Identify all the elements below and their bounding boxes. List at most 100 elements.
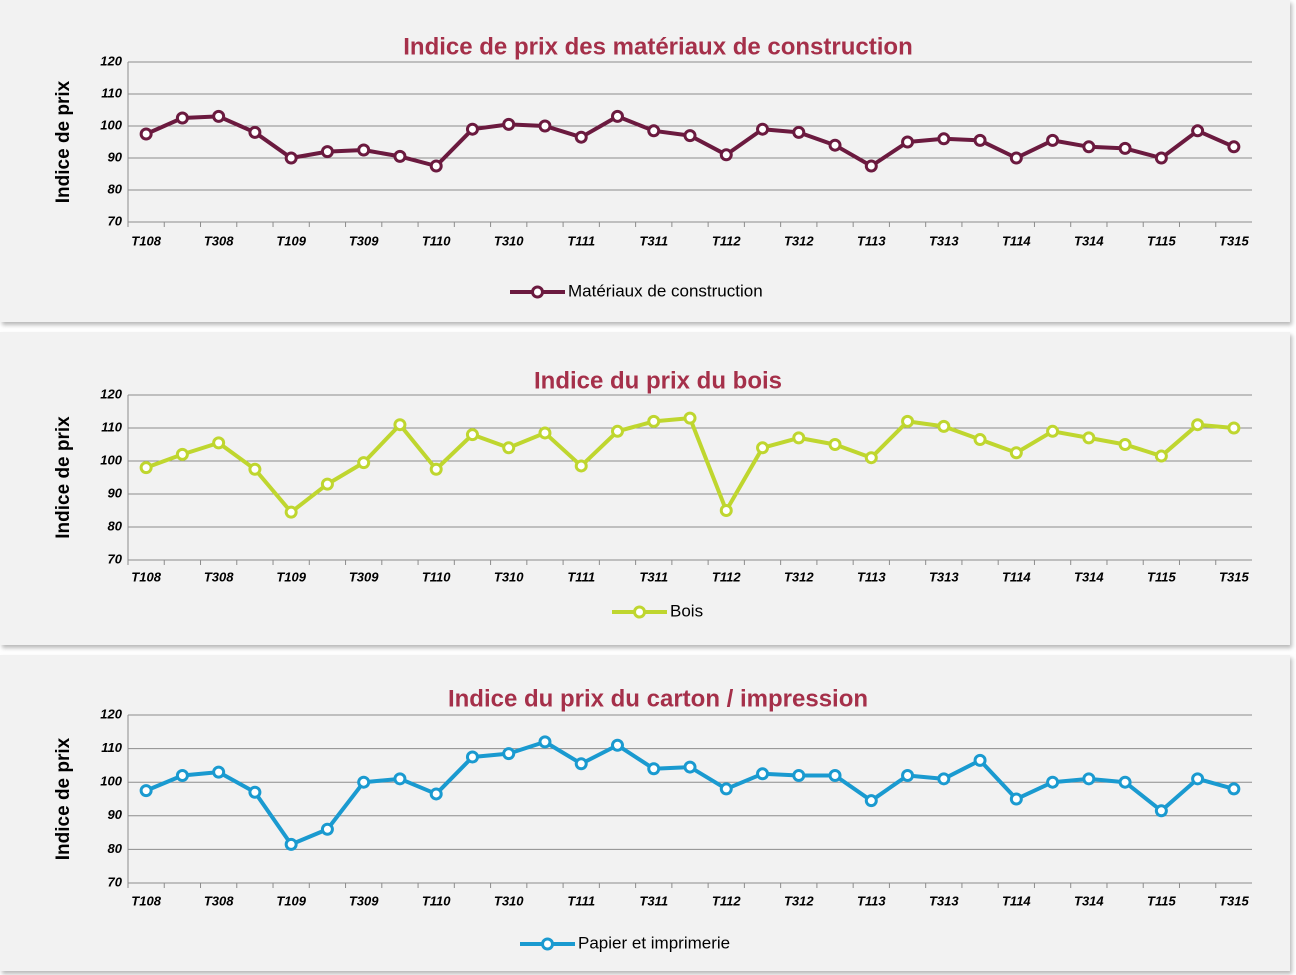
y-tick-label: 120 (100, 386, 122, 401)
x-tick-label: T315 (1219, 893, 1249, 908)
point (139, 784, 153, 798)
point (610, 738, 624, 752)
point (1082, 140, 1096, 154)
point (284, 505, 298, 519)
x-tick-label: T311 (639, 893, 668, 908)
point (357, 143, 371, 157)
point (756, 441, 770, 455)
point (792, 768, 806, 782)
point (1191, 124, 1205, 138)
point (1009, 446, 1023, 460)
x-tick-label: T311 (639, 233, 668, 248)
x-tick-label: T308 (204, 569, 234, 584)
point (647, 414, 661, 428)
y-tick-label: 90 (108, 485, 123, 500)
point (574, 459, 588, 473)
point (175, 768, 189, 782)
panel (0, 655, 1290, 971)
y-axis-label: Indice de prix (53, 80, 74, 203)
point (139, 461, 153, 475)
x-tick-label: T114 (1002, 233, 1031, 248)
x-tick-label: T309 (349, 893, 379, 908)
point (393, 418, 407, 432)
point (756, 767, 770, 781)
point (248, 785, 262, 799)
point (212, 436, 226, 450)
point (1118, 438, 1132, 451)
y-tick-label: 120 (100, 53, 122, 68)
point (828, 438, 842, 451)
point (610, 109, 624, 123)
point (284, 151, 298, 165)
point (756, 122, 770, 136)
point (1154, 804, 1168, 818)
point (212, 109, 226, 123)
y-tick-label: 100 (100, 452, 122, 467)
x-tick-label: T111 (567, 233, 595, 248)
point (1046, 424, 1060, 438)
point (610, 424, 624, 438)
point (248, 462, 262, 476)
point (1009, 151, 1023, 165)
point (538, 735, 552, 749)
point (937, 132, 951, 146)
point (973, 753, 987, 767)
legend-label: Bois (670, 601, 703, 620)
point (574, 757, 588, 771)
point (792, 125, 806, 139)
point (901, 414, 915, 428)
point (465, 750, 479, 764)
point (1082, 431, 1096, 445)
point (1082, 772, 1096, 786)
x-tick-label: T115 (1147, 233, 1176, 248)
point (1046, 133, 1060, 147)
point (429, 462, 443, 476)
y-axis-label: Indice de prix (53, 416, 74, 539)
point (683, 411, 697, 425)
point (901, 768, 915, 782)
x-tick-label: T314 (1074, 233, 1104, 248)
x-tick-label: T108 (131, 569, 161, 584)
point (429, 159, 443, 173)
point (320, 477, 334, 491)
x-tick-label: T109 (276, 893, 306, 908)
point (937, 419, 951, 433)
x-tick-label: T112 (712, 233, 741, 248)
x-tick-label: T112 (712, 893, 741, 908)
point (1046, 775, 1060, 789)
y-tick-label: 80 (108, 181, 123, 196)
y-tick-label: 80 (108, 518, 123, 533)
point (1227, 782, 1241, 796)
chart-title: Indice du prix du carton / impression (448, 685, 868, 712)
point (973, 433, 987, 447)
point (1009, 792, 1023, 806)
y-tick-label: 70 (108, 213, 123, 228)
x-tick-label: T114 (1002, 893, 1031, 908)
point (864, 159, 878, 173)
point (1118, 141, 1132, 155)
point (864, 794, 878, 808)
y-tick-label: 100 (100, 117, 122, 132)
x-tick-label: T310 (494, 893, 524, 908)
x-tick-label: T108 (131, 893, 161, 908)
point (139, 127, 153, 141)
point (901, 135, 915, 149)
y-tick-label: 70 (108, 551, 123, 566)
point (393, 772, 407, 786)
point (1227, 140, 1241, 154)
x-tick-label: T310 (494, 569, 524, 584)
point (429, 787, 443, 801)
x-tick-label: T313 (929, 893, 959, 908)
x-tick-label: T113 (857, 569, 886, 584)
y-tick-label: 110 (101, 419, 122, 434)
point (393, 149, 407, 163)
x-tick-label: T314 (1074, 569, 1104, 584)
point (538, 426, 552, 440)
point (574, 130, 588, 144)
y-tick-label: 70 (108, 874, 123, 889)
point (465, 428, 479, 442)
x-tick-label: T114 (1002, 569, 1031, 584)
point (719, 782, 733, 796)
x-tick-label: T308 (204, 893, 234, 908)
x-tick-label: T315 (1219, 233, 1249, 248)
